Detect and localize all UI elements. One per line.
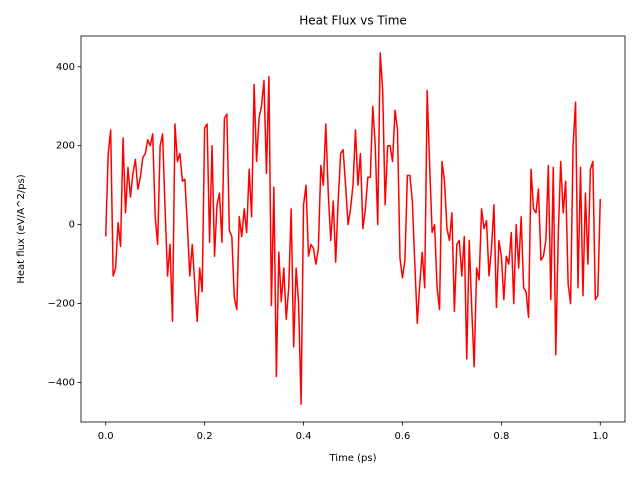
y-axis-label: Heat flux (eV/A^2/ps): [16, 174, 27, 283]
x-axis-label: Time (ps): [328, 453, 376, 464]
x-tick-label: 1.0: [592, 431, 608, 442]
x-tick-label: 0.8: [493, 431, 509, 442]
y-tick-label: 200: [56, 141, 75, 152]
y-tick-label: 400: [56, 62, 75, 73]
x-tick-label: 0.4: [296, 431, 312, 442]
y-tick-label: −200: [48, 299, 75, 310]
y-tick-label: 0: [69, 220, 75, 231]
plot-frame: [80, 35, 626, 423]
x-tick-label: 0.2: [197, 431, 213, 442]
y-tick-label: −400: [48, 378, 75, 389]
chart-title: Heat Flux vs Time: [299, 14, 407, 28]
x-tick-label: 0.6: [395, 431, 411, 442]
data-line: [104, 52, 602, 405]
x-tick-label: 0.0: [98, 431, 114, 442]
